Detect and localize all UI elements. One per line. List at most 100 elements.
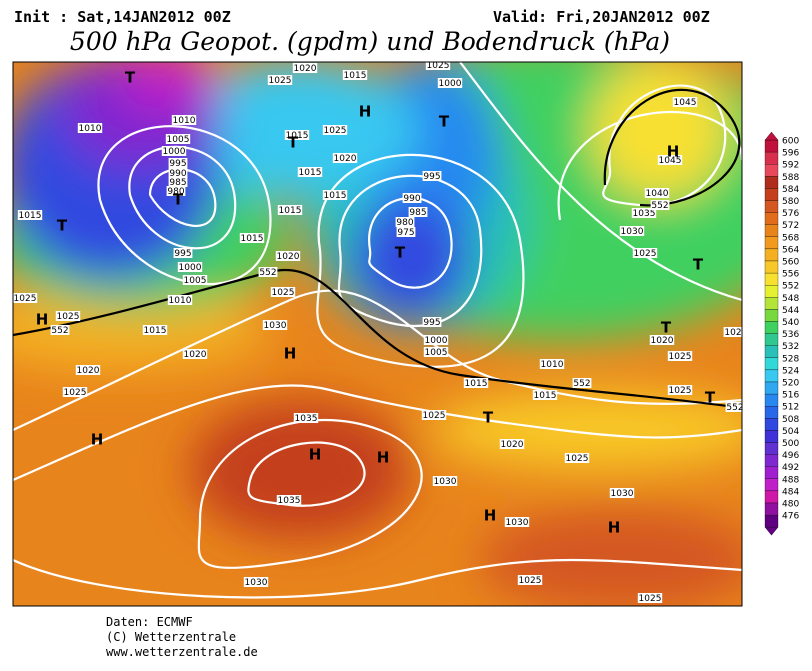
colorbar-swatch bbox=[764, 478, 779, 492]
colorbar-swatch bbox=[764, 466, 779, 479]
init-time: Init : Sat,14JAN2012 00Z bbox=[14, 8, 231, 26]
colorbar-label: 484 bbox=[782, 487, 799, 497]
isobar-label: 1035 bbox=[633, 209, 656, 219]
isobar-label: 1020 bbox=[334, 154, 357, 164]
pressure-center: H bbox=[284, 345, 297, 363]
isobar-label-bg bbox=[239, 233, 265, 243]
colorbar-label: 528 bbox=[782, 354, 799, 364]
isobar-label-bg bbox=[267, 75, 293, 85]
isobar-label-bg bbox=[292, 63, 318, 73]
isobar-label: 1015 bbox=[241, 234, 264, 244]
isobar-label-bg bbox=[17, 210, 43, 220]
isobar-label-bg bbox=[425, 62, 451, 70]
isobar-label-bg bbox=[657, 155, 683, 165]
isobar-label: 1005 bbox=[184, 276, 207, 286]
isobar-label-bg bbox=[173, 248, 193, 258]
pressure-center: H bbox=[36, 311, 49, 329]
colorbar-label: 552 bbox=[782, 282, 799, 292]
isobar-label: 1030 bbox=[264, 321, 287, 331]
isobar-label: 985 bbox=[409, 208, 426, 218]
colorbar-cap-bottom bbox=[764, 527, 779, 536]
isobar-label: 552 bbox=[51, 326, 68, 336]
isobar-label-bg bbox=[270, 287, 296, 297]
isobar-label: 1025 bbox=[634, 249, 657, 259]
pressure-center: H bbox=[667, 143, 680, 161]
isobar-label: 1030 bbox=[621, 227, 644, 237]
colorbar-label: 504 bbox=[782, 427, 799, 437]
isobar-label: 1000 bbox=[179, 263, 202, 273]
pressure-center: H bbox=[484, 507, 497, 525]
isobar-label-bg bbox=[649, 335, 675, 345]
isobar-label: 1025 bbox=[272, 288, 295, 298]
isobar-label-bg bbox=[55, 311, 81, 321]
colorbar-label: 508 bbox=[782, 415, 799, 425]
isobar-label-bg bbox=[182, 349, 208, 359]
map-title: 500 hPa Geopot. (gpdm) und Bodendruck (h… bbox=[70, 27, 670, 56]
colorbar-swatch bbox=[764, 176, 779, 189]
isobar-label-bg bbox=[725, 402, 742, 412]
isobar-label: 1005 bbox=[167, 135, 190, 145]
isobar-label-bg bbox=[408, 207, 428, 217]
colorbar-label: 536 bbox=[782, 330, 799, 340]
isobar-label-bg bbox=[609, 488, 635, 498]
pressure-center: H bbox=[359, 103, 372, 121]
isobar-label-bg bbox=[463, 378, 489, 388]
isobar-label: 1015 bbox=[534, 391, 557, 401]
colorbar-label: 580 bbox=[782, 197, 799, 207]
colorbar-label: 592 bbox=[782, 161, 799, 171]
isobar-label: 102 bbox=[724, 328, 741, 338]
isobar-label: 995 bbox=[423, 172, 440, 182]
isobar-label: 995 bbox=[174, 249, 191, 259]
pressure-center: H bbox=[608, 519, 621, 537]
isobar-label-bg bbox=[62, 387, 88, 397]
isobar-label: 1015 bbox=[19, 211, 42, 221]
isobar-label: 1025 bbox=[566, 454, 589, 464]
isobar-label-bg bbox=[297, 167, 323, 177]
pressure-center: T bbox=[57, 217, 68, 235]
isobar-label: 1045 bbox=[659, 156, 682, 166]
isobar-label-bg bbox=[166, 186, 186, 196]
colorbar-swatch bbox=[764, 248, 779, 262]
colorbar-swatch bbox=[764, 260, 779, 274]
colorbar-swatch bbox=[764, 272, 779, 286]
isobar-label-bg bbox=[342, 70, 368, 80]
colorbar-swatch bbox=[764, 200, 779, 213]
isobar-label-bg bbox=[322, 190, 348, 200]
isobar-label: 1020 bbox=[184, 350, 207, 360]
pressure-center: T bbox=[483, 409, 494, 427]
colorbar-swatch bbox=[764, 381, 779, 395]
colorbar-swatch bbox=[764, 309, 779, 322]
isobars bbox=[13, 62, 742, 599]
isobar-label-bg bbox=[539, 359, 565, 369]
isobar-label-bg bbox=[499, 439, 525, 449]
colorbar-swatch bbox=[764, 345, 779, 358]
colorbar-swatch bbox=[764, 333, 779, 346]
isobar-label-bg bbox=[167, 295, 193, 305]
isobar-label: 1020 bbox=[77, 366, 100, 376]
colorbar-label: 492 bbox=[782, 463, 799, 473]
isobar-label-bg bbox=[396, 227, 416, 237]
isobar-label-bg bbox=[332, 153, 358, 163]
isobar-label-bg bbox=[77, 123, 103, 133]
pressure-center: T bbox=[173, 191, 184, 209]
colorbar-label: 524 bbox=[782, 366, 799, 376]
isobar-label-bg bbox=[75, 365, 101, 375]
isobar-label: 552 bbox=[259, 268, 276, 278]
colorbar-label: 488 bbox=[782, 475, 799, 485]
colorbar-swatch bbox=[764, 430, 779, 443]
isobar-label-bg bbox=[50, 325, 70, 335]
colorbar-swatch bbox=[764, 285, 779, 298]
colorbar-label: 480 bbox=[782, 500, 799, 510]
colorbar-label: 572 bbox=[782, 221, 799, 231]
colorbar-label: 520 bbox=[782, 379, 799, 389]
isobar-label: 1025 bbox=[669, 386, 692, 396]
colorbar-swatch bbox=[764, 297, 779, 310]
isobar-label: 1015 bbox=[286, 131, 309, 141]
isobar-label-bg bbox=[168, 177, 188, 187]
isobar-label: 1040 bbox=[646, 189, 669, 199]
isobar-label: 1045 bbox=[674, 98, 697, 108]
colorbar-cap-top bbox=[764, 131, 779, 141]
colorbar-swatch bbox=[764, 418, 779, 431]
pressure-center: H bbox=[91, 431, 104, 449]
isobar-label-bg bbox=[395, 217, 415, 227]
